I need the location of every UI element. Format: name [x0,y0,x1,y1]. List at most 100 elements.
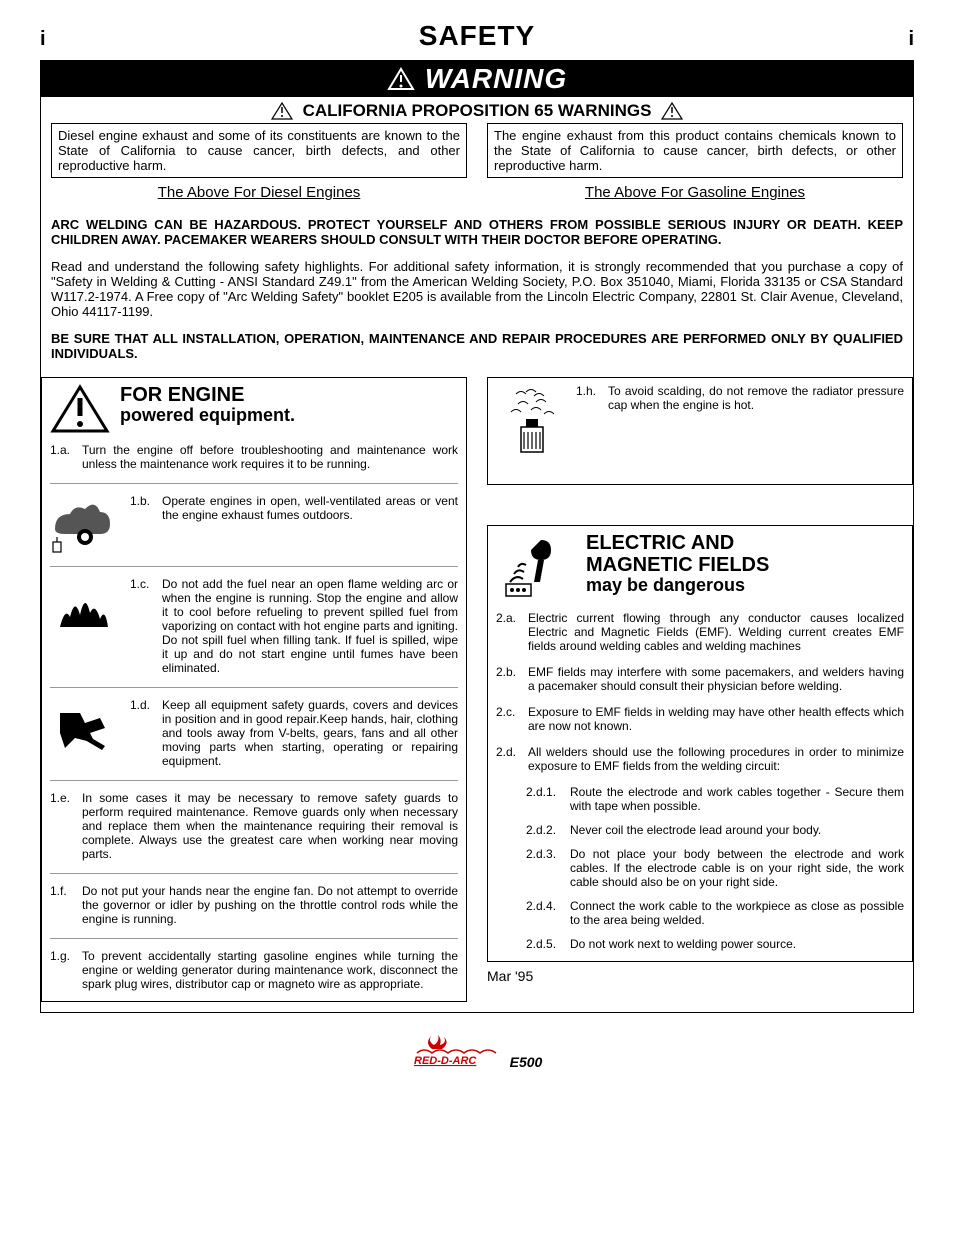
item-text: Route the electrode and work cables toge… [570,785,904,813]
emf-h2: MAGNETIC FIELDS [586,554,769,576]
moving-parts-icon [50,698,120,758]
item-1b: 1.b. Operate engines in open, well-venti… [130,494,458,522]
divider [50,566,458,567]
engine-h2: powered equipment. [120,406,295,426]
divider [50,687,458,688]
item-text: To avoid scalding, do not remove the rad… [608,384,904,412]
emf-header-text: ELECTRIC AND MAGNETIC FIELDS may be dang… [586,532,769,596]
item-text: Exposure to EMF fields in welding may ha… [528,705,904,733]
main-frame: WARNING CALIFORNIA PROPOSITION 65 WARNIN… [40,60,914,1013]
item-num: 2.d. [496,745,522,773]
divider [50,780,458,781]
item-num: 2.a. [496,611,522,653]
item-1c-row: 1.c. Do not add the fuel near an open fl… [50,577,458,675]
page-marker-right: i [908,28,914,51]
flame-icon [50,577,120,637]
item-num: 2.b. [496,665,522,693]
item-1d-row: 1.d. Keep all equipment safety guards, c… [50,698,458,768]
item-num: 1.g. [50,949,76,991]
item-num: 2.d.2. [526,823,564,837]
divider [50,938,458,939]
item-1b-row: 1.b. Operate engines in open, well-venti… [50,494,458,554]
prop65-gas-box: The engine exhaust from this product con… [487,123,903,178]
item-1a: 1.a. Turn the engine off before troubles… [50,443,458,471]
diesel-caption: The Above For Diesel Engines [51,184,467,201]
engine-h1: FOR ENGINE [120,384,295,406]
item-1d: 1.d. Keep all equipment safety guards, c… [130,698,458,768]
item-num: 1.h. [576,384,602,412]
item-text: Keep all equipment safety guards, covers… [162,698,458,768]
emf-h1: ELECTRIC AND [586,532,769,554]
item-1e: 1.e. In some cases it may be necessary t… [50,791,458,861]
item-2d1: 2.d.1. Route the electrode and work cabl… [496,785,904,813]
item-2a: 2.a. Electric current flowing through an… [496,611,904,653]
item-num: 2.c. [496,705,522,733]
emf-h3: may be dangerous [586,576,769,596]
item-num: 2.d.4. [526,899,564,927]
warning-triangle-icon [387,67,415,91]
emf-icon [496,532,576,605]
page-footer: RED-D-ARC E500 [40,1033,914,1070]
item-2b: 2.b. EMF fields may interfere with some … [496,665,904,693]
item-1c: 1.c. Do not add the fuel near an open fl… [130,577,458,675]
item-text: Never coil the electrode lead around you… [570,823,821,837]
page-header: i SAFETY i [40,20,914,52]
warning-banner: WARNING [41,61,913,97]
item-text: Do not add the fuel near an open flame w… [162,577,458,675]
item-text: Connect the work cable to the workpiece … [570,899,904,927]
item-num: 1.a. [50,443,76,471]
item-text: Turn the engine off before troubleshooti… [82,443,458,471]
item-1h-row: 1.h. To avoid scalding, do not remove th… [496,384,904,474]
item-text: To prevent accidentally starting gasolin… [82,949,458,991]
caution-triangle-icon [661,102,683,120]
divider [50,873,458,874]
svg-text:RED-D-ARC: RED-D-ARC [414,1055,477,1067]
item-2d5: 2.d.5. Do not work next to welding power… [496,937,904,951]
two-column-body: FOR ENGINE powered equipment. 1.a. Turn … [41,377,913,1012]
install-bold: BE SURE THAT ALL INSTALLATION, OPERATION… [51,331,903,361]
gas-caption: The Above For Gasoline Engines [487,184,903,201]
item-text: Do not place your body between the elect… [570,847,904,889]
warning-text: WARNING [425,63,567,95]
left-column: FOR ENGINE powered equipment. 1.a. Turn … [41,377,467,1002]
item-1f: 1.f. Do not put your hands near the engi… [50,884,458,926]
red-d-arc-logo: RED-D-ARC [412,1033,502,1070]
caution-triangle-icon [271,102,293,120]
item-2d: 2.d. All welders should use the followin… [496,745,904,773]
item-text: Do not put your hands near the engine fa… [82,884,458,926]
prop65-title: CALIFORNIA PROPOSITION 65 WARNINGS [303,101,652,121]
warning-triangle-large-icon [50,384,110,437]
item-num: 2.d.5. [526,937,564,951]
prop65-header: CALIFORNIA PROPOSITION 65 WARNINGS [41,97,913,123]
item-num: 1.b. [130,494,156,522]
item-num: 1.c. [130,577,156,675]
divider [50,483,458,484]
item-num: 1.e. [50,791,76,861]
footer-model: E500 [510,1054,543,1070]
hazard-reg: Read and understand the following safety… [51,259,903,319]
item-text: Electric current flowing through any con… [528,611,904,653]
item-1h: 1.h. To avoid scalding, do not remove th… [576,384,904,412]
item-num: 1.f. [50,884,76,926]
right-column: 1.h. To avoid scalding, do not remove th… [487,377,913,1002]
hot-radiator-icon [496,384,566,474]
emf-header: ELECTRIC AND MAGNETIC FIELDS may be dang… [496,532,904,605]
engine-header-text: FOR ENGINE powered equipment. [120,384,295,426]
page-title: SAFETY [419,20,535,52]
item-text: In some cases it may be necessary to rem… [82,791,458,861]
item-2d2: 2.d.2. Never coil the electrode lead aro… [496,823,904,837]
prop65-boxes: Diesel engine exhaust and some of its co… [41,123,913,184]
hazard-intro: ARC WELDING CAN BE HAZARDOUS. PROTECT YO… [41,209,913,377]
item-num: 2.d.3. [526,847,564,889]
emf-section: ELECTRIC AND MAGNETIC FIELDS may be dang… [487,525,913,962]
item-2d3: 2.d.3. Do not place your body between th… [496,847,904,889]
exhaust-fumes-icon [50,494,120,554]
prop65-captions: The Above For Diesel Engines The Above F… [41,184,913,209]
hazard-bold: ARC WELDING CAN BE HAZARDOUS. PROTECT YO… [51,217,903,247]
page-marker-left: i [40,28,46,51]
item-text: All welders should use the following pro… [528,745,904,773]
item-text: EMF fields may interfere with some pacem… [528,665,904,693]
item-2c: 2.c. Exposure to EMF fields in welding m… [496,705,904,733]
date-line: Mar '95 [487,968,913,984]
engine-section: FOR ENGINE powered equipment. 1.a. Turn … [41,377,467,1002]
